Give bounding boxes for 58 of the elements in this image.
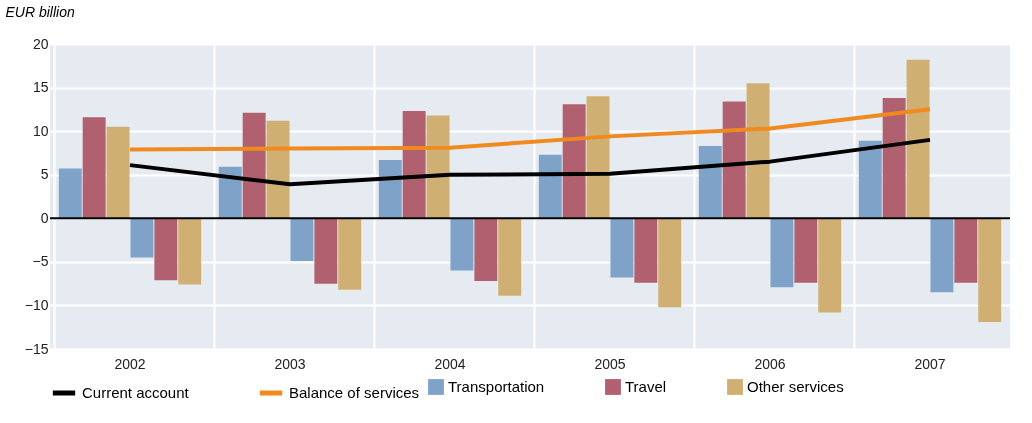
x-tick-label: 2005 (594, 355, 626, 372)
bar (722, 101, 746, 219)
bar (338, 218, 362, 290)
bar (906, 59, 930, 219)
y-tick-label: 5 (40, 166, 49, 183)
y-tick-label: 20 (32, 35, 49, 52)
bar (402, 111, 426, 219)
bar (978, 218, 1002, 322)
bar (242, 112, 266, 219)
y-tick-label: −5 (32, 253, 49, 270)
bar (178, 218, 202, 285)
x-tick-label: 2006 (754, 355, 786, 372)
bar (770, 218, 794, 288)
x-tick-label: 2007 (914, 355, 946, 372)
legend-label: Current account (82, 384, 190, 401)
bar (930, 218, 954, 293)
bar (82, 117, 106, 219)
bar (474, 218, 498, 282)
x-tick-label: 2004 (434, 355, 466, 372)
x-tick-label: 2003 (274, 355, 306, 372)
bar (610, 218, 634, 278)
bar (858, 140, 882, 219)
bar (154, 218, 178, 281)
bar (698, 145, 722, 219)
bar (218, 166, 242, 219)
bar (450, 218, 474, 271)
bar (314, 218, 338, 284)
legend-label: Travel (625, 378, 667, 395)
bar (426, 115, 450, 219)
bar (818, 218, 842, 313)
legend-label: Balance of services (289, 384, 420, 401)
bar (290, 218, 314, 261)
bar (266, 120, 290, 219)
bar (106, 126, 130, 219)
line-series (128, 137, 932, 187)
bar (634, 218, 658, 283)
bar (658, 218, 682, 308)
bar (498, 218, 522, 296)
y-tick-label: 10 (32, 122, 49, 139)
bar (954, 218, 978, 283)
y-axis-title: EUR billion (5, 3, 75, 20)
bar (538, 154, 562, 219)
line-series (128, 107, 932, 152)
bar (562, 104, 586, 219)
bar (794, 218, 818, 283)
bar (746, 83, 770, 219)
bar (58, 168, 82, 219)
legend-label: Other services (747, 378, 844, 395)
bar (130, 218, 154, 258)
y-tick-label: −15 (24, 340, 49, 357)
y-tick-label: 15 (32, 79, 49, 96)
bar (378, 159, 402, 219)
legend-label: Transportation (448, 378, 545, 395)
y-tick-label: −10 (24, 296, 49, 313)
x-tick-label: 2002 (114, 355, 146, 372)
bar (882, 98, 906, 219)
bar (586, 96, 610, 219)
y-tick-label: 0 (40, 209, 49, 226)
